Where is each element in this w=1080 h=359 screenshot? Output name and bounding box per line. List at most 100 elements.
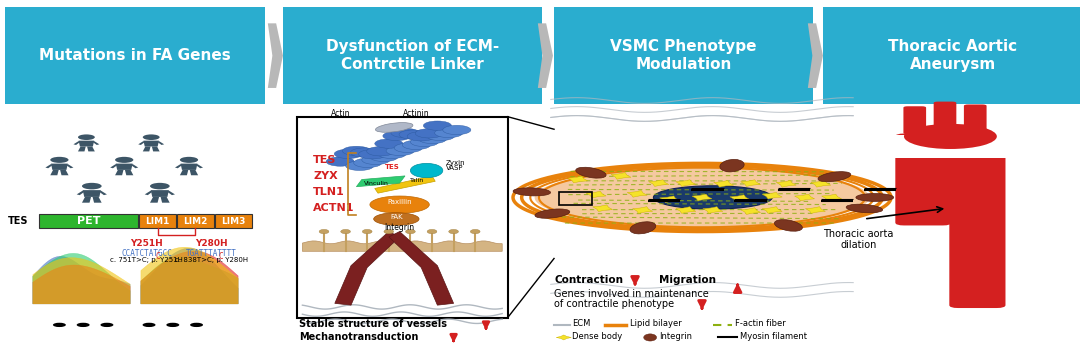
Polygon shape <box>538 23 553 88</box>
Polygon shape <box>78 146 85 151</box>
Polygon shape <box>158 141 164 145</box>
Circle shape <box>342 146 370 155</box>
Circle shape <box>387 146 415 155</box>
Polygon shape <box>627 191 647 197</box>
FancyBboxPatch shape <box>139 214 176 228</box>
Polygon shape <box>730 195 750 201</box>
Ellipse shape <box>630 222 656 234</box>
Text: Dysfunction of ECM-
Contrctile Linker: Dysfunction of ECM- Contrctile Linker <box>326 39 499 72</box>
Polygon shape <box>676 207 696 213</box>
Ellipse shape <box>376 123 413 132</box>
Circle shape <box>190 323 203 327</box>
Text: TES: TES <box>313 155 337 165</box>
Circle shape <box>362 155 390 164</box>
FancyBboxPatch shape <box>5 7 265 104</box>
Circle shape <box>326 157 354 166</box>
Text: Stable structure of vessels: Stable structure of vessels <box>299 320 447 330</box>
Polygon shape <box>144 141 159 146</box>
Text: Thoracic aorta: Thoracic aorta <box>823 229 894 239</box>
Text: Zyxin: Zyxin <box>446 160 465 166</box>
Polygon shape <box>302 241 502 251</box>
Polygon shape <box>167 191 175 195</box>
Text: C: C <box>218 252 222 261</box>
Polygon shape <box>649 180 669 186</box>
Text: c. 751T>C; p. Y251H: c. 751T>C; p. Y251H <box>110 257 184 264</box>
Text: LIM3: LIM3 <box>221 216 245 226</box>
Text: CCATCTATGCC: CCATCTATGCC <box>121 249 173 258</box>
Ellipse shape <box>471 229 481 234</box>
Ellipse shape <box>856 194 894 201</box>
FancyBboxPatch shape <box>886 135 1015 158</box>
Circle shape <box>423 121 451 130</box>
Circle shape <box>150 183 170 189</box>
Polygon shape <box>51 164 68 170</box>
Polygon shape <box>151 190 168 197</box>
Circle shape <box>82 183 102 189</box>
Text: TES: TES <box>8 216 28 226</box>
Text: C: C <box>156 252 160 261</box>
Polygon shape <box>99 191 107 195</box>
Text: Thoracic Aortic
Aneurysm: Thoracic Aortic Aneurysm <box>888 39 1017 72</box>
FancyBboxPatch shape <box>904 106 927 134</box>
Text: c. 838T>C; p. Y280H: c. 838T>C; p. Y280H <box>175 257 248 264</box>
Circle shape <box>419 134 447 144</box>
Circle shape <box>180 157 198 163</box>
Ellipse shape <box>846 204 882 213</box>
Circle shape <box>53 323 66 327</box>
Polygon shape <box>45 164 52 168</box>
FancyBboxPatch shape <box>934 102 957 131</box>
Polygon shape <box>335 232 400 305</box>
Text: LIM1: LIM1 <box>146 216 170 226</box>
Circle shape <box>427 131 455 141</box>
FancyBboxPatch shape <box>895 134 951 225</box>
FancyBboxPatch shape <box>215 214 252 228</box>
Circle shape <box>359 150 387 159</box>
Circle shape <box>400 130 428 139</box>
Polygon shape <box>389 232 454 305</box>
FancyBboxPatch shape <box>554 7 813 104</box>
Polygon shape <box>375 176 435 193</box>
Text: Lipid bilayer: Lipid bilayer <box>630 319 681 328</box>
Polygon shape <box>51 170 58 175</box>
Circle shape <box>415 129 444 138</box>
Circle shape <box>410 137 438 146</box>
Circle shape <box>143 323 156 327</box>
Ellipse shape <box>449 229 459 234</box>
Circle shape <box>394 143 422 153</box>
Circle shape <box>351 148 379 157</box>
Ellipse shape <box>428 229 437 234</box>
Circle shape <box>335 149 363 159</box>
Text: ACTN1: ACTN1 <box>313 203 354 213</box>
Circle shape <box>78 134 95 140</box>
Polygon shape <box>138 141 145 145</box>
Polygon shape <box>356 176 405 187</box>
Polygon shape <box>676 180 696 186</box>
Polygon shape <box>660 196 679 202</box>
Polygon shape <box>568 176 588 183</box>
Polygon shape <box>741 180 760 186</box>
Circle shape <box>143 134 160 140</box>
Circle shape <box>100 323 113 327</box>
Circle shape <box>116 157 133 163</box>
Polygon shape <box>811 181 831 187</box>
Ellipse shape <box>644 334 657 341</box>
Ellipse shape <box>363 229 373 234</box>
Text: dilation: dilation <box>840 240 877 250</box>
Text: Integrin: Integrin <box>659 332 692 341</box>
Ellipse shape <box>406 229 416 234</box>
Text: Mutations in FA Genes: Mutations in FA Genes <box>39 48 231 63</box>
Ellipse shape <box>774 220 802 231</box>
Polygon shape <box>777 181 796 187</box>
Text: FAK: FAK <box>390 214 403 220</box>
Text: Integrin: Integrin <box>384 224 415 233</box>
Polygon shape <box>822 194 841 201</box>
Polygon shape <box>535 168 869 227</box>
Text: Paxillin: Paxillin <box>388 199 411 205</box>
Ellipse shape <box>384 229 394 234</box>
Polygon shape <box>175 164 181 168</box>
Polygon shape <box>762 207 782 213</box>
Polygon shape <box>556 335 571 340</box>
Text: Dense body: Dense body <box>572 332 623 341</box>
Text: Mechanotransduction: Mechanotransduction <box>299 332 419 342</box>
FancyBboxPatch shape <box>177 214 214 228</box>
